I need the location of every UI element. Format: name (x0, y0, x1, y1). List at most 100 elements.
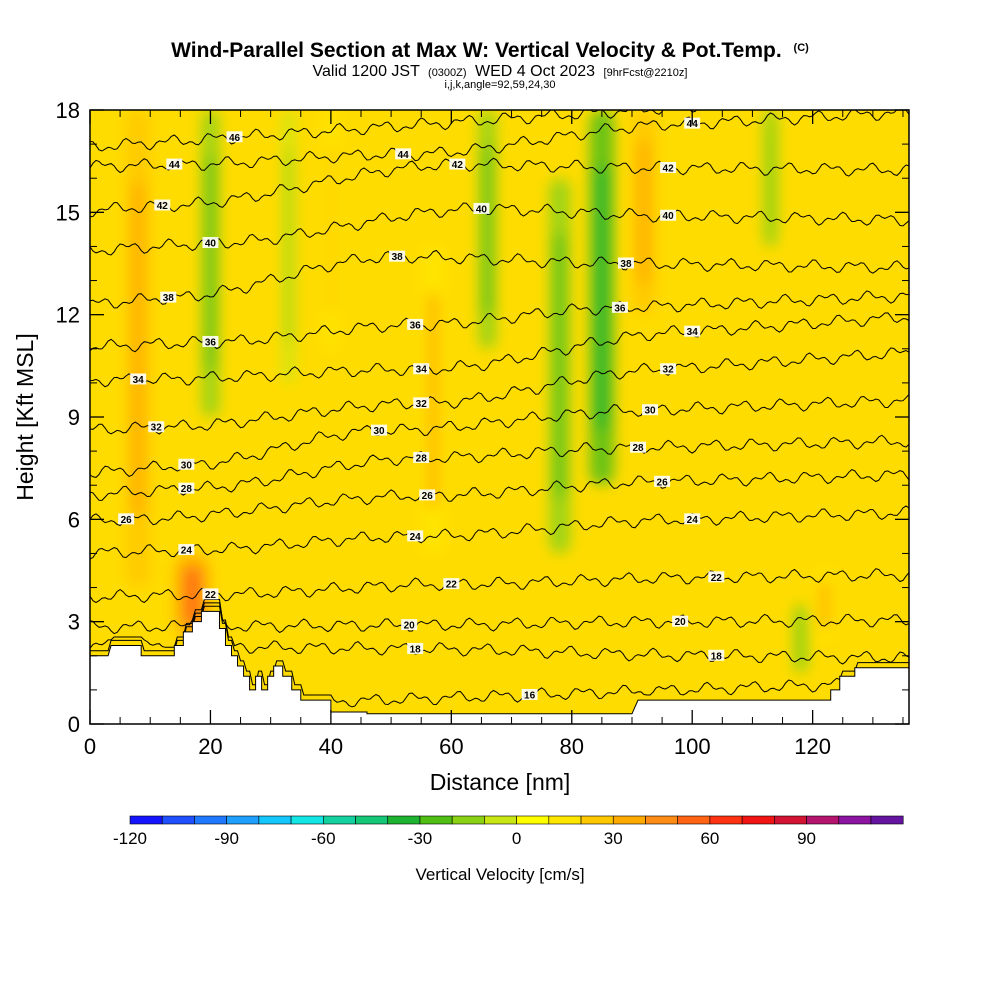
colorbar-bin-23 (870, 815, 904, 825)
theta-contour-30 (90, 394, 909, 478)
forecast-info: [9hrFcst@2210z] (604, 67, 688, 79)
contour-label-42-2: 42 (660, 161, 677, 174)
contour-label-bg (473, 202, 490, 214)
colorbar-bin-17 (677, 815, 711, 825)
theta-contour-46 (90, 110, 698, 152)
contour-label-bg (630, 441, 647, 453)
colorbar-bin-21 (806, 815, 840, 825)
contour-label-bg (407, 642, 424, 654)
theta-contour-44 (90, 110, 909, 174)
downdraft-core-6 (483, 145, 492, 313)
contour-label-42-0: 42 (154, 199, 171, 212)
contour-label-34-0: 34 (130, 373, 147, 386)
colorbar-tick-label: -30 (408, 829, 433, 848)
updraft-core-1 (184, 566, 201, 626)
colorbar-bin-14 (580, 815, 614, 825)
x-tick-label: 60 (439, 734, 463, 759)
x-tick-label: 20 (198, 734, 222, 759)
contour-label-text: 20 (675, 617, 687, 628)
contour-label-22-0: 22 (202, 588, 219, 601)
colorbar-bin-16 (645, 815, 678, 825)
chart-title: Wind-Parallel Section at Max W: Vertical… (171, 39, 809, 62)
contour-label-44-1: 44 (395, 148, 412, 161)
colorbar-bin-0 (129, 815, 163, 825)
contour-label-bg (413, 363, 430, 375)
contour-label-46-0: 46 (226, 131, 243, 144)
colorbar-tick-label: -90 (214, 829, 239, 848)
contour-label-bg (660, 161, 677, 173)
colorbar-bin-5 (290, 815, 324, 825)
x-tick-label: 0 (84, 734, 96, 759)
contour-label-text: 16 (524, 691, 536, 702)
colorbar-bin-22 (838, 815, 872, 825)
y-tick-label: 3 (68, 610, 80, 635)
theta-contour-16 (90, 605, 909, 708)
contour-label-26-1: 26 (419, 489, 436, 502)
colorbar-bin-7 (355, 815, 389, 825)
contour-label-26-0: 26 (118, 513, 135, 526)
colorbar-bin-6 (323, 815, 356, 825)
contour-label-bg (178, 544, 195, 556)
downdraft-core-7 (554, 234, 565, 498)
y-tick-label: 6 (68, 507, 80, 532)
contour-label-36-2: 36 (611, 301, 628, 314)
contour-label-30-1: 30 (371, 424, 388, 437)
theta-contour-28 (90, 434, 909, 501)
contour-label-text: 32 (151, 423, 163, 434)
contour-label-bg (407, 318, 424, 330)
colorbar-bin-9 (419, 815, 453, 825)
potential-temperature-contours (90, 110, 909, 708)
contour-label-18-1: 18 (708, 649, 725, 662)
colorbar-bin-8 (387, 815, 421, 825)
contour-label-32-2: 32 (660, 363, 677, 376)
colorbar-bin-1 (161, 815, 195, 825)
contour-label-24-1: 24 (407, 530, 424, 543)
contour-label-bg (672, 615, 689, 627)
contour-label-text: 38 (392, 252, 404, 263)
contour-label-28-1: 28 (413, 451, 430, 464)
contour-label-text: 30 (181, 460, 193, 471)
contour-label-text: 34 (416, 365, 428, 376)
x-axis-title: Distance [nm] (430, 769, 571, 795)
contour-label-text: 32 (416, 399, 428, 410)
theta-contour-32 (90, 347, 909, 435)
contour-label-bg (413, 451, 430, 463)
contour-label-bg (684, 513, 701, 525)
contour-label-bg (178, 458, 195, 470)
contour-label-text: 22 (205, 590, 217, 601)
contour-label-text: 44 (687, 119, 699, 130)
contour-label-32-1: 32 (413, 397, 430, 410)
contour-label-bg (684, 325, 701, 337)
contour-label-24-0: 24 (178, 544, 195, 557)
contour-label-bg (118, 513, 135, 525)
contour-label-bg (166, 158, 183, 170)
chart-subtitle: Valid 1200 JST (0300Z) WED 4 Oct 2023 [9… (313, 63, 688, 80)
contour-label-text: 22 (711, 573, 723, 584)
contour-label-text: 28 (632, 443, 644, 454)
contour-label-22-1: 22 (443, 578, 460, 591)
y-tick-label: 9 (68, 405, 80, 430)
contour-label-26-2: 26 (654, 475, 671, 488)
contour-label-text: 40 (476, 204, 488, 215)
contour-label-text: 18 (410, 644, 422, 655)
contour-label-bg (202, 237, 219, 249)
contour-label-bg (660, 363, 677, 375)
contour-label-bg (611, 301, 628, 313)
updraft-core-9 (638, 140, 650, 284)
downdraft-core-12 (797, 614, 804, 663)
y-tick-label: 15 (56, 200, 80, 225)
chart-title-unit: (C) (794, 42, 810, 54)
contour-label-bg (443, 578, 460, 590)
colorbar-title: Vertical Velocity [cm/s] (415, 865, 584, 884)
contour-label-32-0: 32 (148, 421, 165, 434)
colorbar-bin-19 (741, 815, 775, 825)
contour-label-bg (521, 689, 538, 701)
contour-label-text: 26 (657, 477, 669, 488)
contour-label-text: 36 (410, 320, 422, 331)
section-params: i,j,k,angle=92,59,24,30 (444, 79, 555, 91)
contour-label-bg (178, 482, 195, 494)
x-tick-label: 120 (794, 734, 831, 759)
contour-label-28-2: 28 (630, 441, 647, 454)
